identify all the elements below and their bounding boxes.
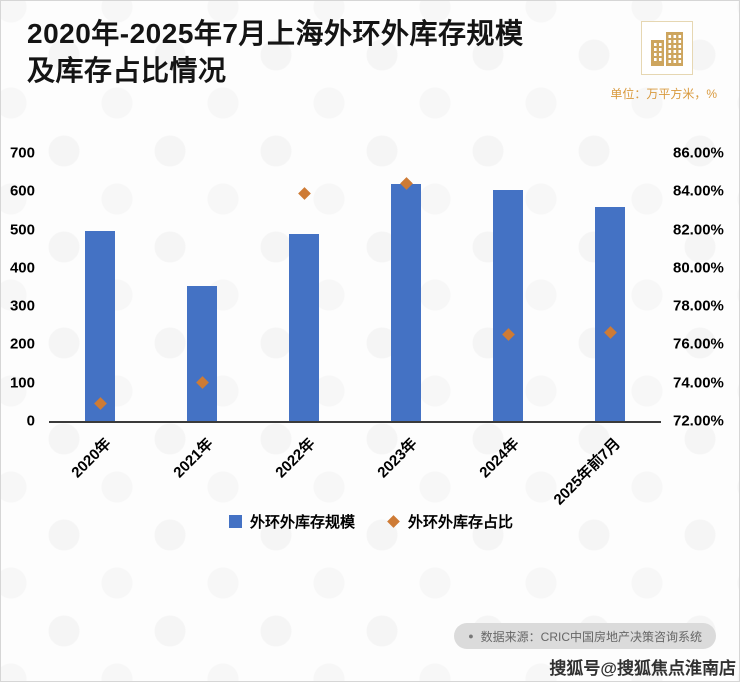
bar-swatch-icon [228,515,242,528]
x-axis-label: 2021年 [169,435,217,482]
x-axis: 2020年 2021年 2022年 2023年 2024年 2025年前7月 [49,425,661,509]
unit-note: 单位：万平方米，% [610,87,717,101]
bar-2025年前7月 [595,207,625,421]
chart-title: 2020年-2025年7月上海外环外库存规模 及库存占比情况 [27,15,523,89]
x-axis-label: 2020年 [67,435,115,482]
bar-2020年 [85,230,115,421]
bar-2024年 [493,190,523,421]
y-right-tick: 74.00% [673,374,724,392]
legend-label-inventory-scale: 外环外库存规模 [249,514,355,531]
legend-item-inventory-scale: 外环外库存规模 [228,511,355,532]
y-right-tick: 84.00% [673,182,724,200]
y-left-tick: 100 [9,374,35,392]
y-left-tick: 500 [9,221,35,239]
y-right-tick: 76.00% [673,335,724,353]
chart-title-line1: 2020年-2025年7月上海外环外库存规模 [27,18,524,49]
legend: 外环外库存规模 外环外库存占比 [1,511,739,532]
x-axis-label: 2023年 [373,435,421,482]
y-axis-left: 700 600 500 400 300 200 100 0 [1,145,41,430]
y-left-tick: 300 [9,297,35,315]
y-right-tick: 78.00% [673,297,724,315]
building-icon [641,21,693,75]
watermark-text: 搜狐号@搜狐焦点淮南店 [549,659,736,678]
x-axis-label: 2024年 [475,435,523,482]
y-right-tick: 80.00% [673,259,724,277]
y-axis-right: 86.00% 84.00% 82.00% 80.00% 78.00% 76.00% 74.0… [667,145,739,430]
bar-2021年 [187,286,217,421]
y-left-tick: 600 [9,182,35,200]
y-right-tick: 72.00% [673,412,724,430]
legend-item-inventory-ratio: 外环外库存占比 [387,511,513,532]
diamond-swatch-icon [387,515,400,528]
y-right-tick: 86.00% [673,144,724,162]
y-left-tick: 200 [9,335,35,353]
x-axis-label: 2022年 [271,435,319,482]
bullet-icon: ● [468,631,474,641]
legend-label-inventory-ratio: 外环外库存占比 [408,514,514,531]
data-source-badge: ● 数据来源：CRIC中国房地产决策咨询系统 [454,623,716,649]
plot-area [49,153,661,423]
y-left-tick: 700 [9,144,35,162]
y-right-tick: 82.00% [673,221,724,239]
marker-2022年 [297,186,311,200]
x-axis-label: 2025年前7月 [550,435,625,509]
data-source-text: 数据来源：CRIC中国房地产决策咨询系统 [480,629,702,644]
y-left-tick: 0 [26,412,35,430]
bar-2022年 [289,234,319,421]
y-left-tick: 400 [9,259,35,277]
chart-title-line2: 及库存占比情况 [27,55,227,86]
bar-2023年 [391,183,421,421]
